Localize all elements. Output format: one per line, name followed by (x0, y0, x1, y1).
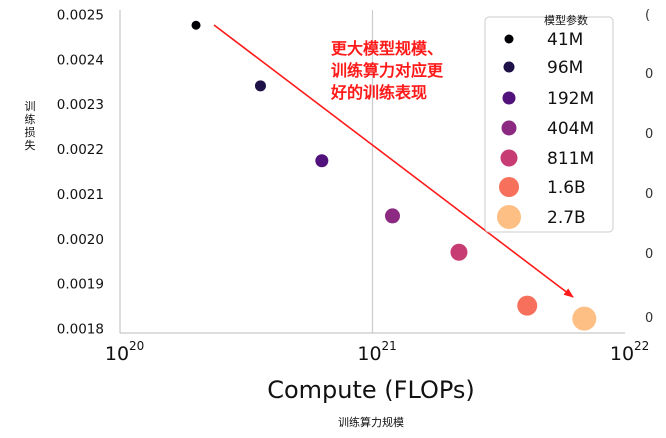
point-404M (384, 208, 400, 224)
y-tick-label: 0.0025 (57, 7, 104, 23)
x-axis: 10 20 10 21 10 22 (105, 339, 649, 365)
legend-marker-811M (500, 149, 518, 167)
y-axis: 0.0018 0.0019 0.0020 0.0021 0.0022 0.0023 0.00… (57, 7, 104, 337)
axis-labels: Compute (FLOPs) 训练算力规模 训练损失 (25, 100, 475, 429)
clipped-fragment: 0 (645, 127, 653, 142)
legend-box (484, 16, 614, 233)
clipped-fragment: 0 (645, 311, 653, 326)
legend-marker-41M (504, 34, 514, 44)
x-tick: 10 20 (105, 339, 144, 365)
legend-marker-404M (501, 120, 517, 136)
clipped-fragment: 0 (645, 187, 653, 202)
x-tick-base: 10 (610, 343, 634, 365)
clipped-fragment: ( (645, 8, 650, 23)
y-tick-label: 0.0024 (57, 52, 104, 68)
point-2.7B (572, 306, 597, 331)
x-tick-exponent: 22 (634, 339, 649, 353)
legend-label: 192M (547, 89, 594, 109)
legend-label: 2.7B (547, 208, 586, 228)
clipped-fragment: 0 (645, 67, 653, 82)
x-axis-sublabel: 训练算力规模 (338, 415, 404, 429)
legend-label: 811M (547, 149, 594, 169)
point-192M (315, 154, 329, 168)
point-1.6B (517, 295, 538, 316)
legend-label: 1.6B (547, 178, 586, 198)
y-tick-label: 0.0018 (57, 322, 104, 338)
right-edge-fragments: (0 0 0 0 0 (645, 8, 653, 326)
legend-marker-96M (503, 61, 515, 73)
y-tick-label: 0.0019 (57, 277, 104, 293)
x-tick-exponent: 21 (382, 339, 397, 353)
plot-area (119, 10, 625, 334)
point-41M (191, 20, 201, 30)
legend: 模型参数 41M 96M 192M 404M 811M 1.6B 2.7B (484, 13, 614, 233)
legend-label: 404M (547, 119, 594, 139)
annotation-line: 训练算力对应更 (331, 61, 444, 80)
legend-label: 96M (547, 58, 583, 78)
legend-marker-1.6B (499, 177, 519, 197)
data-points (191, 20, 597, 331)
legend-marker-2.7B (497, 205, 521, 229)
x-axis-label: Compute (FLOPs) (267, 376, 475, 404)
legend-label: 41M (547, 30, 583, 50)
x-tick-base: 10 (105, 343, 129, 365)
x-tick-base: 10 (357, 343, 381, 365)
y-tick-label: 0.0023 (57, 97, 104, 113)
annotation-line: 好的训练表现 (330, 83, 427, 102)
y-axis-label: 训练损失 (25, 100, 36, 152)
legend-marker-192M (502, 91, 516, 105)
y-tick-label: 0.0020 (57, 232, 104, 248)
x-tick: 10 21 (357, 339, 396, 365)
y-tick-label: 0.0021 (57, 187, 104, 203)
legend-title: 模型参数 (544, 13, 588, 27)
y-tick-label: 0.0022 (57, 142, 104, 158)
clipped-fragment: 0 (645, 247, 653, 262)
trend-arrow (213, 24, 574, 298)
point-96M (254, 80, 266, 92)
point-811M (450, 243, 468, 261)
annotation-line: 更大模型规模、 (331, 39, 443, 58)
x-tick-exponent: 20 (129, 339, 144, 353)
x-tick: 10 22 (610, 339, 649, 365)
